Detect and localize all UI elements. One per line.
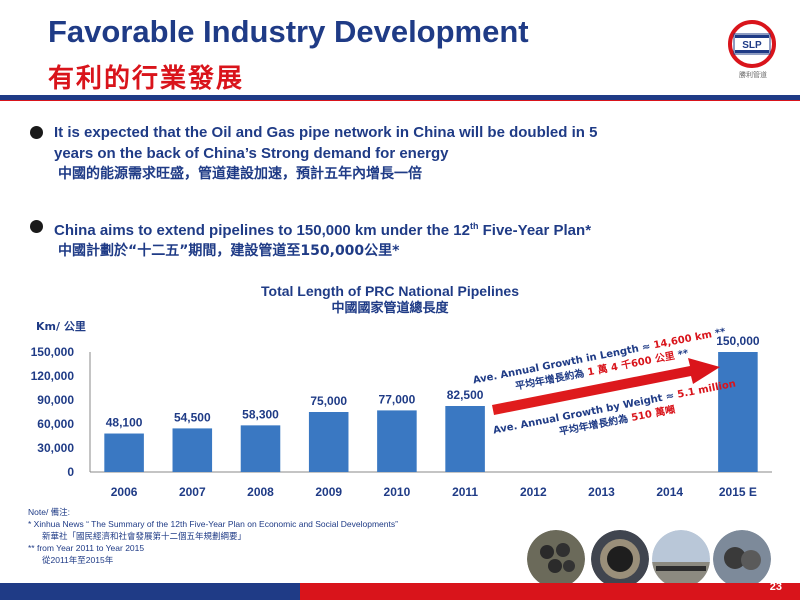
footer-bar-blue	[0, 583, 300, 600]
bar-2008	[240, 425, 281, 472]
x-tick-label: 2013	[588, 485, 615, 499]
y-axis-label: Km/ 公里	[36, 320, 86, 333]
y-tick-label: 30,000	[37, 441, 74, 455]
note-1: * Xinhua News “ The Summary of the 12th …	[28, 519, 398, 529]
pipeline-photo-4	[713, 530, 771, 588]
header-divider-accent	[0, 100, 800, 101]
pipeline-length-chart: Km/ 公里 0 30,000 60,000 90,000 120,000 150,000…	[31, 320, 772, 499]
x-tick-label: 2015 E	[719, 485, 757, 499]
bar-2015-e	[718, 352, 758, 472]
note-label: Note/ 備注:	[28, 507, 71, 517]
bar-2009	[308, 412, 349, 472]
bullet-2-chinese: 中國計劃於“十二五”期間，建設管道至150,000公里*	[58, 243, 400, 259]
x-tick-label: 2010	[384, 485, 411, 499]
pipeline-photo-3	[652, 530, 710, 588]
bar-2010	[377, 410, 417, 472]
annotation-length-en: Ave. Annual Growth in Length ≈ 14,600 km…	[472, 326, 727, 386]
bullet-1-line2: years on the back of China’s Strong dema…	[54, 145, 449, 162]
bar-value-label: 54,500	[174, 410, 211, 424]
bullet-2: China aims to extend pipelines to 150,00…	[30, 216, 592, 262]
y-tick-label: 60,000	[37, 417, 74, 431]
company-logo: SLP	[728, 20, 776, 68]
footer-bar-red	[300, 583, 800, 600]
bullet-1-chinese: 中國的能源需求旺盛，管道建設加速，預計五年內增長一倍	[58, 166, 422, 182]
note-2: ** from Year 2011 to Year 2015	[28, 543, 145, 553]
bar-2007	[172, 428, 213, 472]
growth-arrow	[492, 358, 720, 415]
header-divider	[0, 95, 800, 100]
bar-value-label: 82,500	[447, 388, 484, 402]
bar-value-label: 48,100	[106, 416, 143, 430]
chart-title: Total Length of PRC National Pipelines 中…	[200, 282, 580, 318]
y-tick-label: 90,000	[37, 393, 74, 407]
x-tick-label: 2006	[111, 485, 138, 499]
footnotes: Note/ 備注: * Xinhua News “ The Summary of…	[28, 506, 398, 566]
x-tick-label: 2008	[247, 485, 274, 499]
note-2-cn: 從2011年至2015年	[42, 555, 114, 565]
bullet-dot-icon	[30, 126, 43, 139]
x-tick-label: 2007	[179, 485, 206, 499]
page-number: 23	[769, 581, 782, 593]
bullet-1-line1: It is expected that the Oil and Gas pipe…	[54, 124, 598, 141]
chart-title-en: Total Length of PRC National Pipelines	[261, 283, 519, 299]
bar-value-label: 58,300	[242, 407, 279, 421]
note-1-cn: 新華社「國民經濟和社會發展第十二個五年規劃綱要」	[42, 531, 247, 541]
pipeline-photo-2	[591, 530, 649, 588]
y-tick-label: 150,000	[31, 345, 75, 359]
pipeline-photo-1	[527, 530, 585, 588]
page-title: Favorable Industry Development	[48, 14, 529, 49]
page-title-chinese: 有利的行業發展	[48, 63, 245, 93]
chart-title-cn: 中國國家管道總長度	[331, 301, 449, 316]
bar-value-label: 77,000	[379, 392, 416, 406]
x-tick-label: 2012	[520, 485, 547, 499]
bullet-dot-icon	[30, 220, 43, 233]
bar-value-label: 150,000	[716, 334, 760, 348]
logo-text: SLP	[742, 40, 762, 51]
bullet-2-line1: China aims to extend pipelines to 150,00…	[54, 221, 592, 239]
bullet-1: It is expected that the Oil and Gas pipe…	[30, 122, 598, 185]
bar-value-label: 75,000	[310, 394, 347, 408]
logo-caption: 勝利管道	[739, 72, 767, 79]
x-tick-label: 2009	[315, 485, 342, 499]
bar-2011	[445, 406, 485, 472]
x-tick-label: 2011	[452, 485, 478, 499]
x-tick-label: 2014	[656, 485, 683, 499]
y-tick-label: 120,000	[31, 369, 75, 383]
bar-2006	[104, 433, 144, 472]
y-tick-label: 0	[67, 465, 74, 479]
